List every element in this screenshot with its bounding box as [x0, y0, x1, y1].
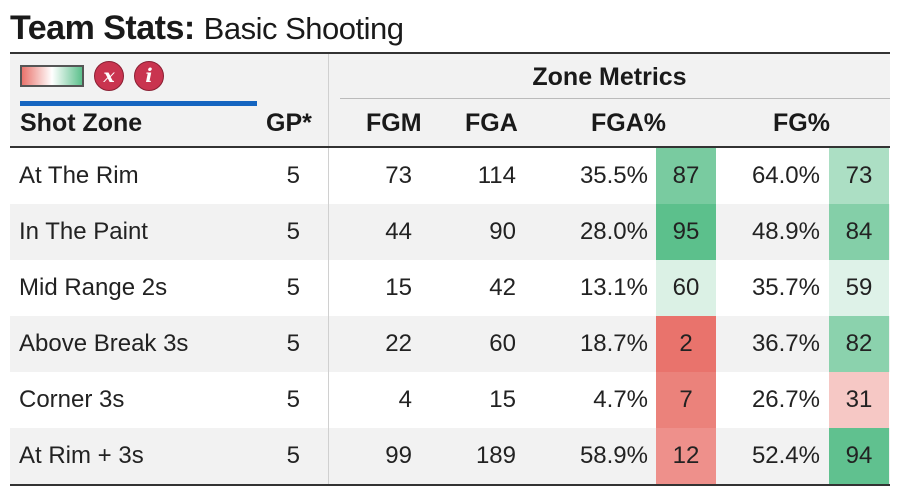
- info-button[interactable]: i: [134, 61, 164, 91]
- fgm-cell: 99: [385, 442, 412, 469]
- fg-pct-cell: 35.7%: [751, 274, 820, 301]
- fg-pct-rank-cell: 94: [829, 428, 889, 484]
- fg-pct-rank-cell: 59: [829, 260, 889, 316]
- fga-pct-rank-cell: 2: [656, 316, 716, 372]
- fga-pct-cell: 58.9%: [579, 442, 648, 469]
- fg-pct-cell: 64.0%: [751, 162, 820, 189]
- row-divider: [328, 204, 329, 260]
- color-scale-legend-icon[interactable]: [20, 65, 84, 87]
- active-column-indicator: [20, 101, 257, 106]
- fga-pct-cell: 35.5%: [579, 162, 648, 189]
- row-divider: [328, 148, 329, 204]
- title-sub: Basic Shooting: [203, 11, 404, 46]
- row-divider: [328, 316, 329, 372]
- row-divider: [328, 260, 329, 316]
- table-row: Corner 3s 5 4 15 4.7% 26.7% 7 31: [10, 372, 890, 428]
- clear-filter-button[interactable]: x: [94, 61, 124, 91]
- table-row: At The Rim 5 73 114 35.5% 64.0% 87 73: [10, 148, 890, 204]
- title-main: Team Stats:: [10, 9, 195, 47]
- fgm-cell: 44: [385, 218, 412, 245]
- page-title: Team Stats: Basic Shooting: [10, 8, 404, 49]
- shot-zone-cell: In The Paint: [19, 218, 148, 245]
- header-divider: [328, 54, 329, 146]
- column-header-fgm[interactable]: FGM: [366, 109, 422, 137]
- fga-cell: 90: [489, 218, 516, 245]
- column-header-gp[interactable]: GP*: [266, 109, 312, 137]
- table-top-rule: [10, 52, 890, 54]
- fgm-cell: 73: [385, 162, 412, 189]
- shot-zone-cell: At Rim + 3s: [19, 442, 144, 469]
- column-header-fg-pct[interactable]: FG%: [773, 109, 830, 137]
- header-bottom-rule: [10, 146, 890, 148]
- fga-pct-rank-cell: 87: [656, 148, 716, 204]
- fga-pct-rank-cell: 7: [656, 372, 716, 428]
- fgm-cell: 22: [385, 330, 412, 357]
- fg-pct-rank-cell: 82: [829, 316, 889, 372]
- fga-pct-cell: 18.7%: [579, 330, 648, 357]
- fg-pct-cell: 26.7%: [751, 386, 820, 413]
- fgm-cell: 4: [398, 386, 412, 413]
- gp-cell: 5: [286, 442, 300, 469]
- shot-zone-cell: At The Rim: [19, 162, 139, 189]
- table-row: In The Paint 5 44 90 28.0% 48.9% 95 84: [10, 204, 890, 260]
- fga-pct-cell: 28.0%: [579, 218, 648, 245]
- fga-pct-rank-cell: 12: [656, 428, 716, 484]
- fg-pct-cell: 36.7%: [751, 330, 820, 357]
- fg-pct-rank-cell: 84: [829, 204, 889, 260]
- fga-cell: 15: [489, 386, 516, 413]
- fgm-cell: 15: [385, 274, 412, 301]
- fga-pct-cell: 4.7%: [593, 386, 648, 413]
- column-header-fga[interactable]: FGA: [465, 109, 518, 137]
- fg-pct-rank-cell: 73: [829, 148, 889, 204]
- gp-cell: 5: [286, 274, 300, 301]
- table-bottom-rule: [10, 484, 890, 486]
- gp-cell: 5: [286, 218, 300, 245]
- row-divider: [328, 428, 329, 484]
- shot-zone-cell: Corner 3s: [19, 386, 125, 413]
- shot-zone-cell: Above Break 3s: [19, 330, 189, 357]
- fga-pct-rank-cell: 60: [656, 260, 716, 316]
- group-header-underline: [340, 98, 890, 99]
- fg-pct-cell: 52.4%: [751, 442, 820, 469]
- fga-cell: 189: [475, 442, 516, 469]
- gp-cell: 5: [286, 162, 300, 189]
- column-header-shot-zone[interactable]: Shot Zone: [20, 109, 143, 137]
- row-divider: [328, 372, 329, 428]
- table-row: Mid Range 2s 5 15 42 13.1% 35.7% 60 59: [10, 260, 890, 316]
- zone-metrics-group-header: Zone Metrics: [532, 63, 687, 91]
- fg-pct-cell: 48.9%: [751, 218, 820, 245]
- fga-pct-rank-cell: 95: [656, 204, 716, 260]
- gp-cell: 5: [286, 386, 300, 413]
- fg-pct-rank-cell: 31: [829, 372, 889, 428]
- shot-zone-cell: Mid Range 2s: [19, 274, 168, 301]
- table-row: At Rim + 3s 5 99 189 58.9% 52.4% 12 94: [10, 428, 890, 484]
- gp-cell: 5: [286, 330, 300, 357]
- fga-cell: 60: [489, 330, 516, 357]
- fga-cell: 42: [489, 274, 516, 301]
- fga-cell: 114: [477, 162, 516, 189]
- fga-pct-cell: 13.1%: [579, 274, 648, 301]
- column-header-fga-pct[interactable]: FGA%: [591, 109, 666, 137]
- table-row: Above Break 3s 5 22 60 18.7% 36.7% 2 82: [10, 316, 890, 372]
